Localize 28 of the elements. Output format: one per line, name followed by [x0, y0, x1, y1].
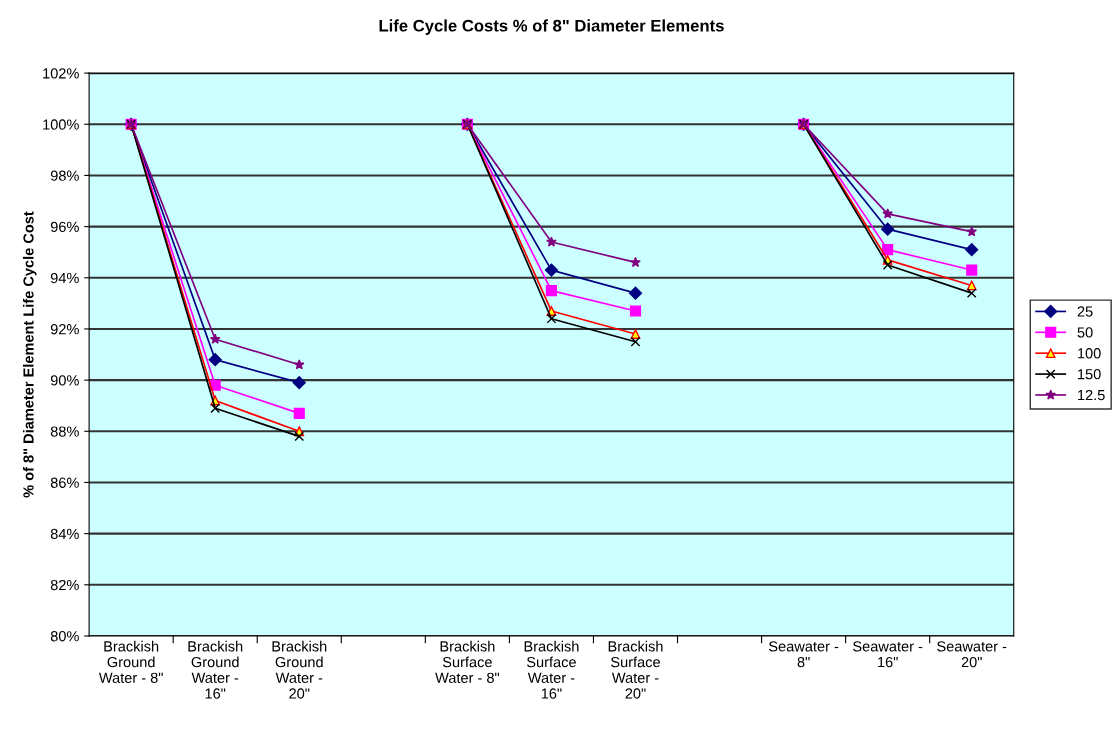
x-tick-label: Brackish Surface Water - 16": [524, 640, 579, 699]
y-tick-label: 98%: [50, 170, 79, 181]
y-tick-label: 88%: [50, 426, 79, 437]
y-tick-label: 90%: [50, 375, 79, 386]
x-tick-label: Seawater - 20": [937, 641, 1007, 668]
legend-label: 50: [1077, 327, 1093, 338]
legend-label: 150: [1078, 369, 1101, 380]
x-tick-label: Brackish Ground Water - 8": [98, 640, 163, 683]
legend-label: 25: [1077, 306, 1093, 317]
x-tick-label: Seawater - 8": [769, 641, 839, 668]
y-tick-label: 96%: [50, 221, 79, 233]
x-tick-label: Brackish Ground Water - 20": [272, 640, 327, 699]
y-tick-label: 80%: [50, 631, 79, 642]
y-tick-label: 82%: [50, 579, 79, 591]
y-tick-label: 94%: [50, 272, 79, 284]
x-tick-label: Seawater - 16": [853, 641, 923, 668]
x-tick-label: Brackish Surface Water - 20": [608, 640, 663, 699]
legend-label: 100: [1078, 348, 1101, 359]
y-tick-label: 84%: [50, 528, 79, 540]
y-tick-label: 102%: [43, 68, 79, 79]
y-tick-label: 92%: [50, 324, 79, 335]
x-tick-label: Brackish Ground Water - 16": [188, 640, 243, 699]
y-axis-title: % of 8" Diameter Element Life Cycle Cost: [22, 211, 37, 498]
y-tick-label: 86%: [50, 477, 79, 488]
x-tick-label: Brackish Surface Water - 8": [435, 640, 500, 683]
y-tick-label: 100%: [43, 119, 79, 130]
chart-title: Life Cycle Costs % of 8" Diameter Elements: [379, 19, 724, 35]
legend-label: 12.5: [1078, 389, 1105, 401]
